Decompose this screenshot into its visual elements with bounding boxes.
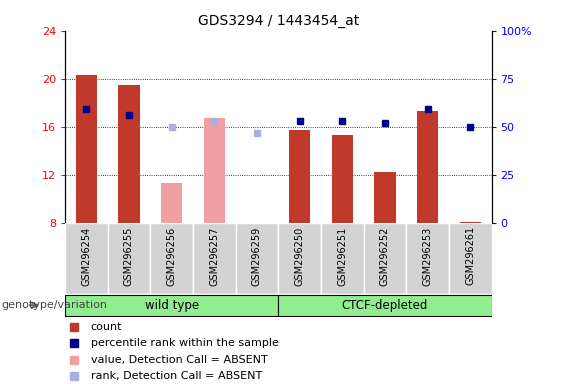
Text: GSM296250: GSM296250 [294,226,305,286]
Bar [193,223,236,294]
Text: GSM296252: GSM296252 [380,226,390,286]
Text: count: count [90,322,122,332]
Bar [107,223,150,294]
Bar [279,295,492,316]
Text: GSM296255: GSM296255 [124,226,134,286]
Bar [332,135,353,223]
Bar [118,85,140,223]
Text: rank, Detection Call = ABSENT: rank, Detection Call = ABSENT [90,371,262,381]
Text: GSM296254: GSM296254 [81,226,92,286]
Text: value, Detection Call = ABSENT: value, Detection Call = ABSENT [90,354,267,364]
Bar [65,295,278,316]
Bar [459,222,481,223]
Bar [417,111,438,223]
Bar [279,223,321,294]
Text: CTCF-depleted: CTCF-depleted [342,299,428,312]
Text: GSM296259: GSM296259 [252,226,262,286]
Text: GSM296251: GSM296251 [337,226,347,286]
Bar [76,75,97,223]
Bar [236,223,278,294]
Bar [161,183,182,223]
Text: GSM296257: GSM296257 [209,226,219,286]
Bar [203,118,225,223]
Bar [65,223,107,294]
Bar [321,223,364,294]
Bar [449,223,492,294]
Text: genotype/variation: genotype/variation [1,300,107,310]
Text: GSM296256: GSM296256 [167,226,177,286]
Bar [406,223,449,294]
Bar [364,223,406,294]
Text: percentile rank within the sample: percentile rank within the sample [90,338,279,348]
Text: GSM296253: GSM296253 [423,226,433,286]
Title: GDS3294 / 1443454_at: GDS3294 / 1443454_at [198,14,359,28]
Bar [150,223,193,294]
Bar [374,172,396,223]
Text: GSM296261: GSM296261 [465,226,475,285]
Text: wild type: wild type [145,299,199,312]
Bar [289,130,310,223]
